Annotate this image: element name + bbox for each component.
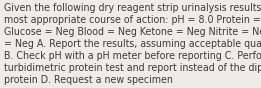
Text: Given the following dry reagent strip urinalysis results, select the
most approp: Given the following dry reagent strip ur… xyxy=(4,3,261,85)
